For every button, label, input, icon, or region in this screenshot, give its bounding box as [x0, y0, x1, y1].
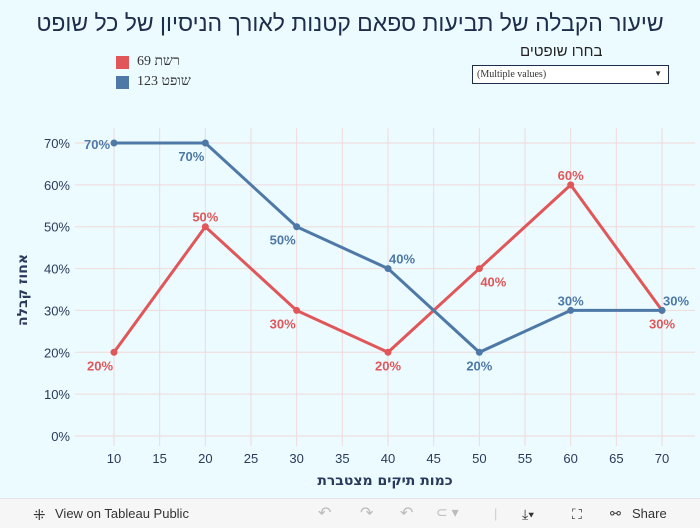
x-tick-label: 30: [289, 451, 303, 466]
legend-item-blue[interactable]: שופט 123: [116, 72, 191, 92]
data-label: 70%: [178, 149, 204, 164]
download-icon[interactable]: ⤓▾: [522, 506, 535, 522]
y-tick-label: 0%: [51, 429, 70, 444]
data-point: [201, 223, 209, 231]
data-point: [658, 306, 666, 314]
legend: רשת 69 שופט 123: [116, 52, 191, 92]
data-label: 50%: [270, 233, 296, 248]
x-tick-label: 15: [152, 451, 166, 466]
data-point: [110, 139, 118, 147]
legend-swatch: [116, 55, 129, 69]
tableau-logo-icon: ⁜: [33, 507, 46, 524]
line-chart: 0% 10% 20% 30% 40% 50% 60% 70% 10 15 20 25 30 35 40 45 5…: [15, 128, 695, 489]
chart-title: שיעור הקבלה של תביעות ספאם קטנות לאורך ה…: [36, 10, 664, 36]
data-point: [475, 348, 483, 356]
data-point: [475, 265, 483, 273]
x-tick-label: 10: [107, 451, 121, 466]
legend-label: רשת 69: [137, 54, 180, 69]
x-tick-label: 20: [198, 451, 212, 466]
data-label: 30%: [270, 316, 296, 331]
y-tick-label: 50%: [44, 220, 70, 235]
y-tick-label: 20%: [44, 345, 70, 360]
x-tick-label: 40: [381, 451, 395, 466]
chevron-down-icon: ▼: [654, 69, 662, 78]
data-label: 20%: [466, 358, 492, 373]
y-tick-label: 70%: [44, 136, 70, 151]
y-tick-label: 10%: [44, 387, 70, 402]
data-label: 60%: [558, 168, 584, 183]
share-button[interactable]: Share: [632, 506, 667, 521]
y-axis-title: אחוז קבלה: [15, 254, 31, 326]
redo-icon[interactable]: ↷: [360, 505, 374, 522]
x-tick-label: 25: [244, 451, 258, 466]
x-tick-label: 35: [335, 451, 349, 466]
data-label: 20%: [375, 358, 401, 373]
data-point: [384, 265, 392, 273]
data-label: 30%: [558, 293, 584, 308]
toolbar: ⁜ View on Tableau Public ↶ ↷ ↶ ⊂ ▾ | ⤓▾ …: [0, 498, 700, 528]
x-tick-label: 60: [563, 451, 577, 466]
data-point: [567, 306, 575, 314]
data-label: 40%: [480, 275, 506, 290]
data-point: [384, 348, 392, 356]
x-tick-label: 50: [472, 451, 486, 466]
data-label: 20%: [87, 358, 113, 373]
dropdown-value: (Multiple values): [477, 69, 547, 80]
fullscreen-icon[interactable]: ⛶: [572, 506, 582, 522]
data-label: 50%: [192, 210, 218, 225]
view-on-tableau-link[interactable]: View on Tableau Public: [55, 506, 189, 521]
data-label: 40%: [389, 252, 415, 267]
judge-filter-dropdown[interactable]: (Multiple values) ▼: [472, 65, 669, 84]
legend-label: שופט 123: [137, 74, 191, 89]
x-tick-label: 55: [518, 451, 532, 466]
data-label: 70%: [84, 137, 110, 152]
share-icon[interactable]: ⚯: [610, 506, 621, 521]
x-tick-label: 70: [655, 451, 669, 466]
data-point: [293, 223, 301, 231]
data-point: [110, 348, 118, 356]
undo-icon[interactable]: ↶: [318, 505, 332, 522]
revert-icon[interactable]: ↶: [400, 505, 414, 522]
data-label: 30%: [663, 293, 689, 308]
data-point: [567, 181, 575, 189]
y-tick-label: 40%: [44, 262, 70, 277]
x-tick-label: 65: [609, 451, 623, 466]
divider: |: [494, 506, 498, 521]
y-tick-label: 60%: [44, 178, 70, 193]
data-label: 30%: [649, 316, 675, 331]
x-tick-label: 45: [426, 451, 440, 466]
legend-item-red[interactable]: רשת 69: [116, 52, 191, 72]
data-point: [201, 139, 209, 147]
legend-swatch: [116, 75, 129, 89]
data-point: [293, 306, 301, 314]
y-tick-label: 30%: [44, 303, 70, 318]
x-axis-title: כמות תיקים מצטברת: [317, 473, 452, 489]
filter-label: בחרו שופטים: [520, 43, 603, 60]
refresh-icon[interactable]: ⊂ ▾: [436, 504, 459, 520]
